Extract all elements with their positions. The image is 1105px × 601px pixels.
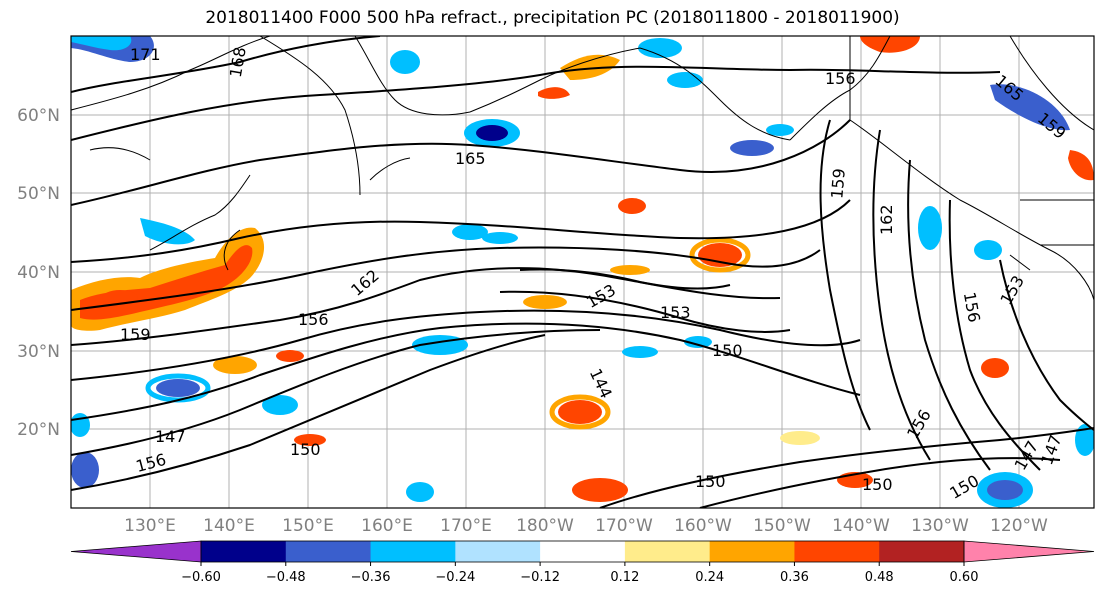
contour-label: 150 — [862, 475, 893, 494]
colorbar-segment — [794, 541, 880, 562]
contour-label: 156 — [825, 69, 856, 88]
lon-label: 170°E — [440, 516, 492, 536]
lon-label: 170°W — [595, 516, 653, 536]
colorbar-segment — [370, 541, 456, 562]
colorbar-tick-label: 0.24 — [695, 570, 724, 585]
contour-label: 171 — [130, 45, 161, 64]
colorbar-tick-label: −0.36 — [351, 570, 391, 585]
lon-label: 180°W — [516, 516, 574, 536]
colorbar-extend-low — [70, 540, 202, 563]
lat-label: 20°N — [17, 420, 60, 440]
longitude-labels: 130°E 140°E 150°E 160°E 170°E 180°W 170°… — [124, 516, 1048, 536]
coastlines — [71, 36, 1094, 301]
colorbar-tick-label: 0.36 — [780, 570, 809, 585]
colorbar-tick-label: 0.48 — [865, 570, 894, 585]
lat-label: 60°N — [17, 106, 60, 126]
colorbar-frame — [200, 540, 965, 563]
lat-label: 30°N — [17, 342, 60, 362]
map-title: 2018011400 F000 500 hPa refract., precip… — [205, 8, 900, 28]
contour-label: 150 — [290, 440, 321, 459]
lat-label: 50°N — [17, 184, 60, 204]
colorbar-tick-label: 0.60 — [950, 570, 979, 585]
map-frame — [70, 35, 1095, 509]
colorbar: −0.60 −0.48 −0.36 −0.24 −0.12 0.12 0.24 0.36 0.4… — [70, 540, 1095, 585]
lon-label: 150°W — [753, 516, 811, 536]
colorbar-tick-label: −0.60 — [181, 570, 221, 585]
colorbar-segment — [709, 541, 795, 562]
contour-label: 165 — [455, 149, 486, 168]
colorbar-tick-label: −0.12 — [520, 570, 560, 585]
lat-label: 40°N — [17, 263, 60, 283]
contour-label: 153 — [660, 303, 691, 322]
lon-label: 160°E — [361, 516, 413, 536]
lon-label: 130°E — [124, 516, 176, 536]
colorbar-segment — [201, 541, 287, 562]
lon-label: 160°W — [674, 516, 732, 536]
contour-label: 147 — [155, 427, 186, 446]
colorbar-tick-label: −0.48 — [266, 570, 306, 585]
latitude-labels: 60°N 50°N 40°N 30°N 20°N — [17, 106, 60, 440]
contour-label: 156 — [298, 310, 329, 329]
contour-label: 162 — [877, 204, 896, 235]
lon-label: 150°E — [282, 516, 334, 536]
lon-label: 140°E — [203, 516, 255, 536]
lon-label: 130°W — [911, 516, 969, 536]
colorbar-segment — [285, 541, 372, 562]
contour-label: 150 — [695, 472, 726, 491]
contour-label: 159 — [827, 168, 849, 200]
refractivity-contours — [71, 36, 1094, 508]
lon-label: 120°W — [990, 516, 1048, 536]
contour-label: 150 — [712, 341, 743, 360]
colorbar-segment — [624, 541, 711, 562]
colorbar-extend-high — [963, 540, 1095, 563]
colorbar-segment — [879, 541, 965, 562]
colorbar-segment — [540, 541, 626, 562]
lon-label: 140°W — [832, 516, 890, 536]
colorbar-tick-label: 0.12 — [610, 570, 639, 585]
colorbar-tick-label: −0.24 — [435, 570, 475, 585]
contour-label: 159 — [120, 325, 151, 344]
colorbar-segment — [455, 541, 541, 562]
